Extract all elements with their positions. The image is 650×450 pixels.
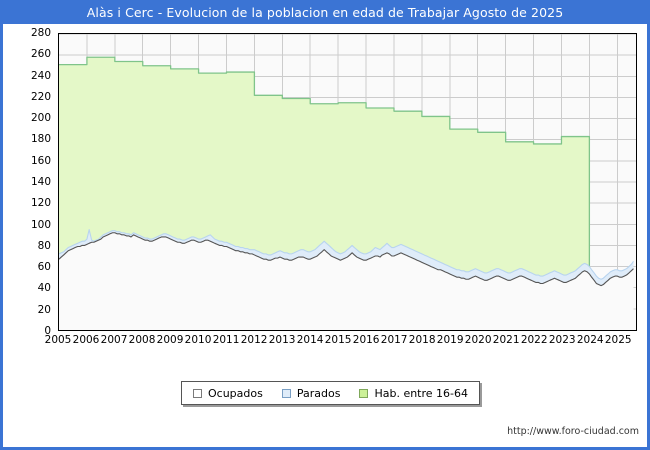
x-axis-tick-label: 2010 (184, 334, 212, 346)
x-axis-tick-label: 2014 (296, 334, 324, 346)
data-series-layer (59, 56, 634, 330)
x-axis-tick-label: 2024 (576, 334, 604, 346)
x-axis-tick-label: 2023 (548, 334, 576, 346)
legend-item[interactable]: Hab. entre 16-64 (359, 387, 468, 400)
x-axis-tick-label: 2025 (604, 334, 632, 346)
x-axis-tick-label: 2020 (464, 334, 492, 346)
y-axis-tick-label: 40 (37, 282, 51, 295)
y-axis-tick-label: 160 (30, 154, 51, 167)
legend-swatch-icon (281, 388, 291, 398)
x-axis-tick-label: 2005 (44, 334, 72, 346)
y-axis-tick-label: 60 (37, 261, 51, 274)
x-axis-tick-label: 2021 (492, 334, 520, 346)
x-axis-tick-label: 2009 (156, 334, 184, 346)
parados-line (59, 229, 634, 280)
x-axis-tick-label: 2008 (128, 334, 156, 346)
y-axis-tick-label: 180 (30, 133, 51, 146)
y-axis-tick-label: 240 (30, 69, 51, 82)
x-axis-tick-label: 2006 (72, 334, 100, 346)
x-axis-tick-label: 2011 (212, 334, 240, 346)
y-axis-labels: 0 20 40 60 80 100 120 140 160 180 200 220 240 260 280 (3, 28, 55, 337)
y-axis-tick-label: 220 (30, 90, 51, 103)
page-title: Alàs i Cerc - Evolucion de la poblacion … (86, 4, 564, 20)
legend-label: Parados (296, 386, 341, 400)
x-axis-tick-label: 2019 (436, 334, 464, 346)
legend-swatch-icon (359, 388, 369, 398)
x-axis-tick-label: 2018 (408, 334, 436, 346)
legend-label: Ocupados (208, 386, 263, 400)
chart-legend: Ocupados Parados Hab. entre 16-64 (181, 381, 481, 405)
y-axis-tick-label: 80 (37, 239, 51, 252)
x-axis-tick-label: 2022 (520, 334, 548, 346)
y-axis-tick-label: 20 (37, 303, 51, 316)
habitantes-step-line (59, 56, 618, 330)
y-axis-tick-label: 260 (30, 48, 51, 61)
x-axis-tick-label: 2007 (100, 334, 128, 346)
x-axis-tick-label: 2017 (380, 334, 408, 346)
source-url: http://www.foro-ciudad.com (507, 426, 639, 437)
x-axis-tick-label: 2016 (352, 334, 380, 346)
x-axis-tick-label: 2012 (240, 334, 268, 346)
legend-item[interactable]: Ocupados (193, 387, 263, 400)
plot-area (58, 33, 637, 331)
y-axis-tick-label: 120 (30, 197, 51, 210)
x-axis-tick-label: 2015 (324, 334, 352, 346)
ocupados-line (59, 232, 634, 287)
x-axis-tick-label: 2013 (268, 334, 296, 346)
x-axis-labels: 2005 2006 2007 2008 2009 2010 2011 2012 2013 2014… (45, 334, 637, 352)
legend-item[interactable]: Parados (281, 386, 341, 400)
y-axis-tick-label: 140 (30, 176, 51, 188)
y-axis-tick-label: 200 (30, 112, 51, 125)
ocupados-area-fill (59, 232, 634, 330)
y-axis-tick-label: 280 (30, 27, 51, 39)
window-title-bar: Alàs i Cerc - Evolucion de la poblacion … (0, 0, 650, 24)
legend-label: Hab. entre 16-64 (374, 386, 469, 400)
y-axis-tick-label: 100 (30, 218, 51, 231)
chart-container: FORO-CIUDAD.COM 020406080100120140160180… (3, 24, 647, 447)
y-axis-tick-label: 0 (44, 325, 51, 337)
legend-swatch-icon (193, 388, 202, 398)
